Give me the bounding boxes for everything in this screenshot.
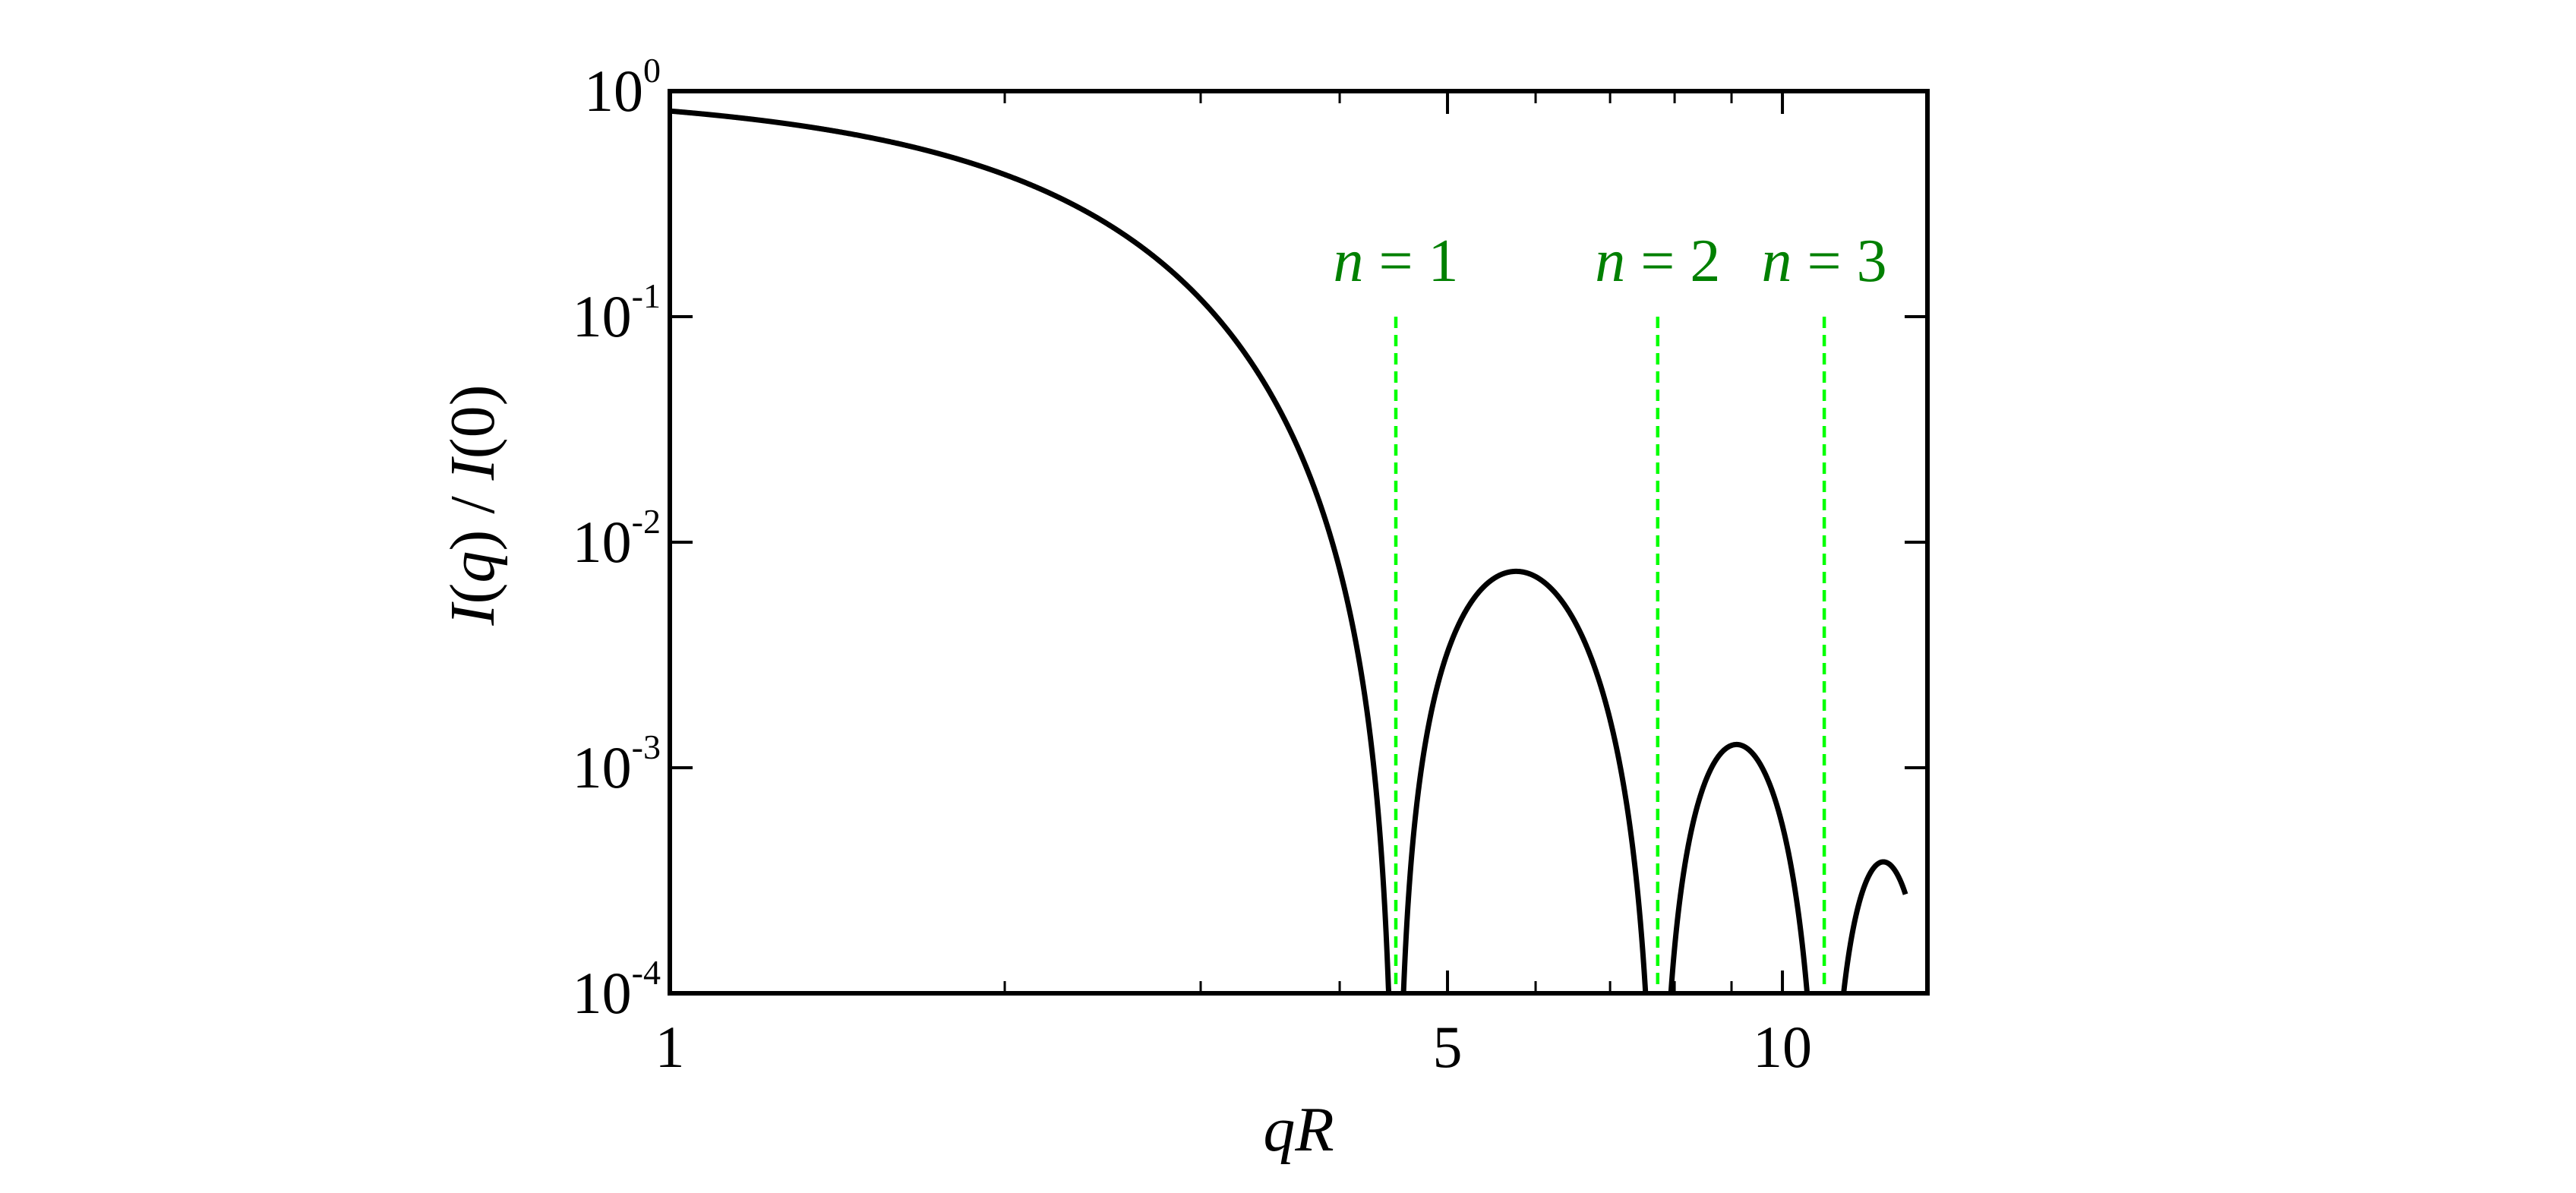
- x-axis-label-var2: R: [1294, 1094, 1334, 1165]
- plot-frame: [668, 89, 1930, 996]
- y-axis-label-sep: /: [437, 480, 508, 529]
- y-tick-label-4: 10-4: [573, 953, 661, 1026]
- x-axis-label: qR: [1263, 1094, 1334, 1165]
- y-axis-label-arg2: 0: [437, 406, 508, 437]
- x-tick-labels: 1 5 10: [655, 1014, 1813, 1080]
- x-tick-label-0: 1: [655, 1014, 685, 1080]
- annotation-labels: n = 1 n = 2 n = 3: [1333, 228, 1886, 295]
- y-tick-label-1: 10-1: [573, 276, 661, 349]
- zero-marker-label-1: n = 1: [1333, 228, 1458, 295]
- y-axis-label-arg1: q: [437, 551, 508, 583]
- x-axis-label-var1: q: [1263, 1094, 1295, 1165]
- x-tick-label-2: 10: [1753, 1014, 1812, 1080]
- y-tick-label-2: 10-2: [573, 502, 661, 575]
- y-axis-label-f1: I: [437, 601, 508, 626]
- y-axis-label: I(q) / I(0): [437, 384, 508, 626]
- y-tick-label-0: 100: [584, 51, 661, 124]
- axis-ticks: [668, 90, 1927, 995]
- x-tick-label-1: 5: [1433, 1014, 1463, 1080]
- zero-marker-label-3: n = 3: [1762, 228, 1887, 295]
- y-tick-labels: 100 10-1 10-2 10-3 10-4: [573, 51, 661, 1026]
- y-axis-label-f2: I: [437, 456, 508, 481]
- y-tick-label-3: 10-3: [573, 727, 661, 800]
- series-line-form-factor: [670, 108, 1908, 993]
- annotation-lines: [1394, 317, 1826, 993]
- zero-marker-label-2: n = 2: [1595, 228, 1720, 295]
